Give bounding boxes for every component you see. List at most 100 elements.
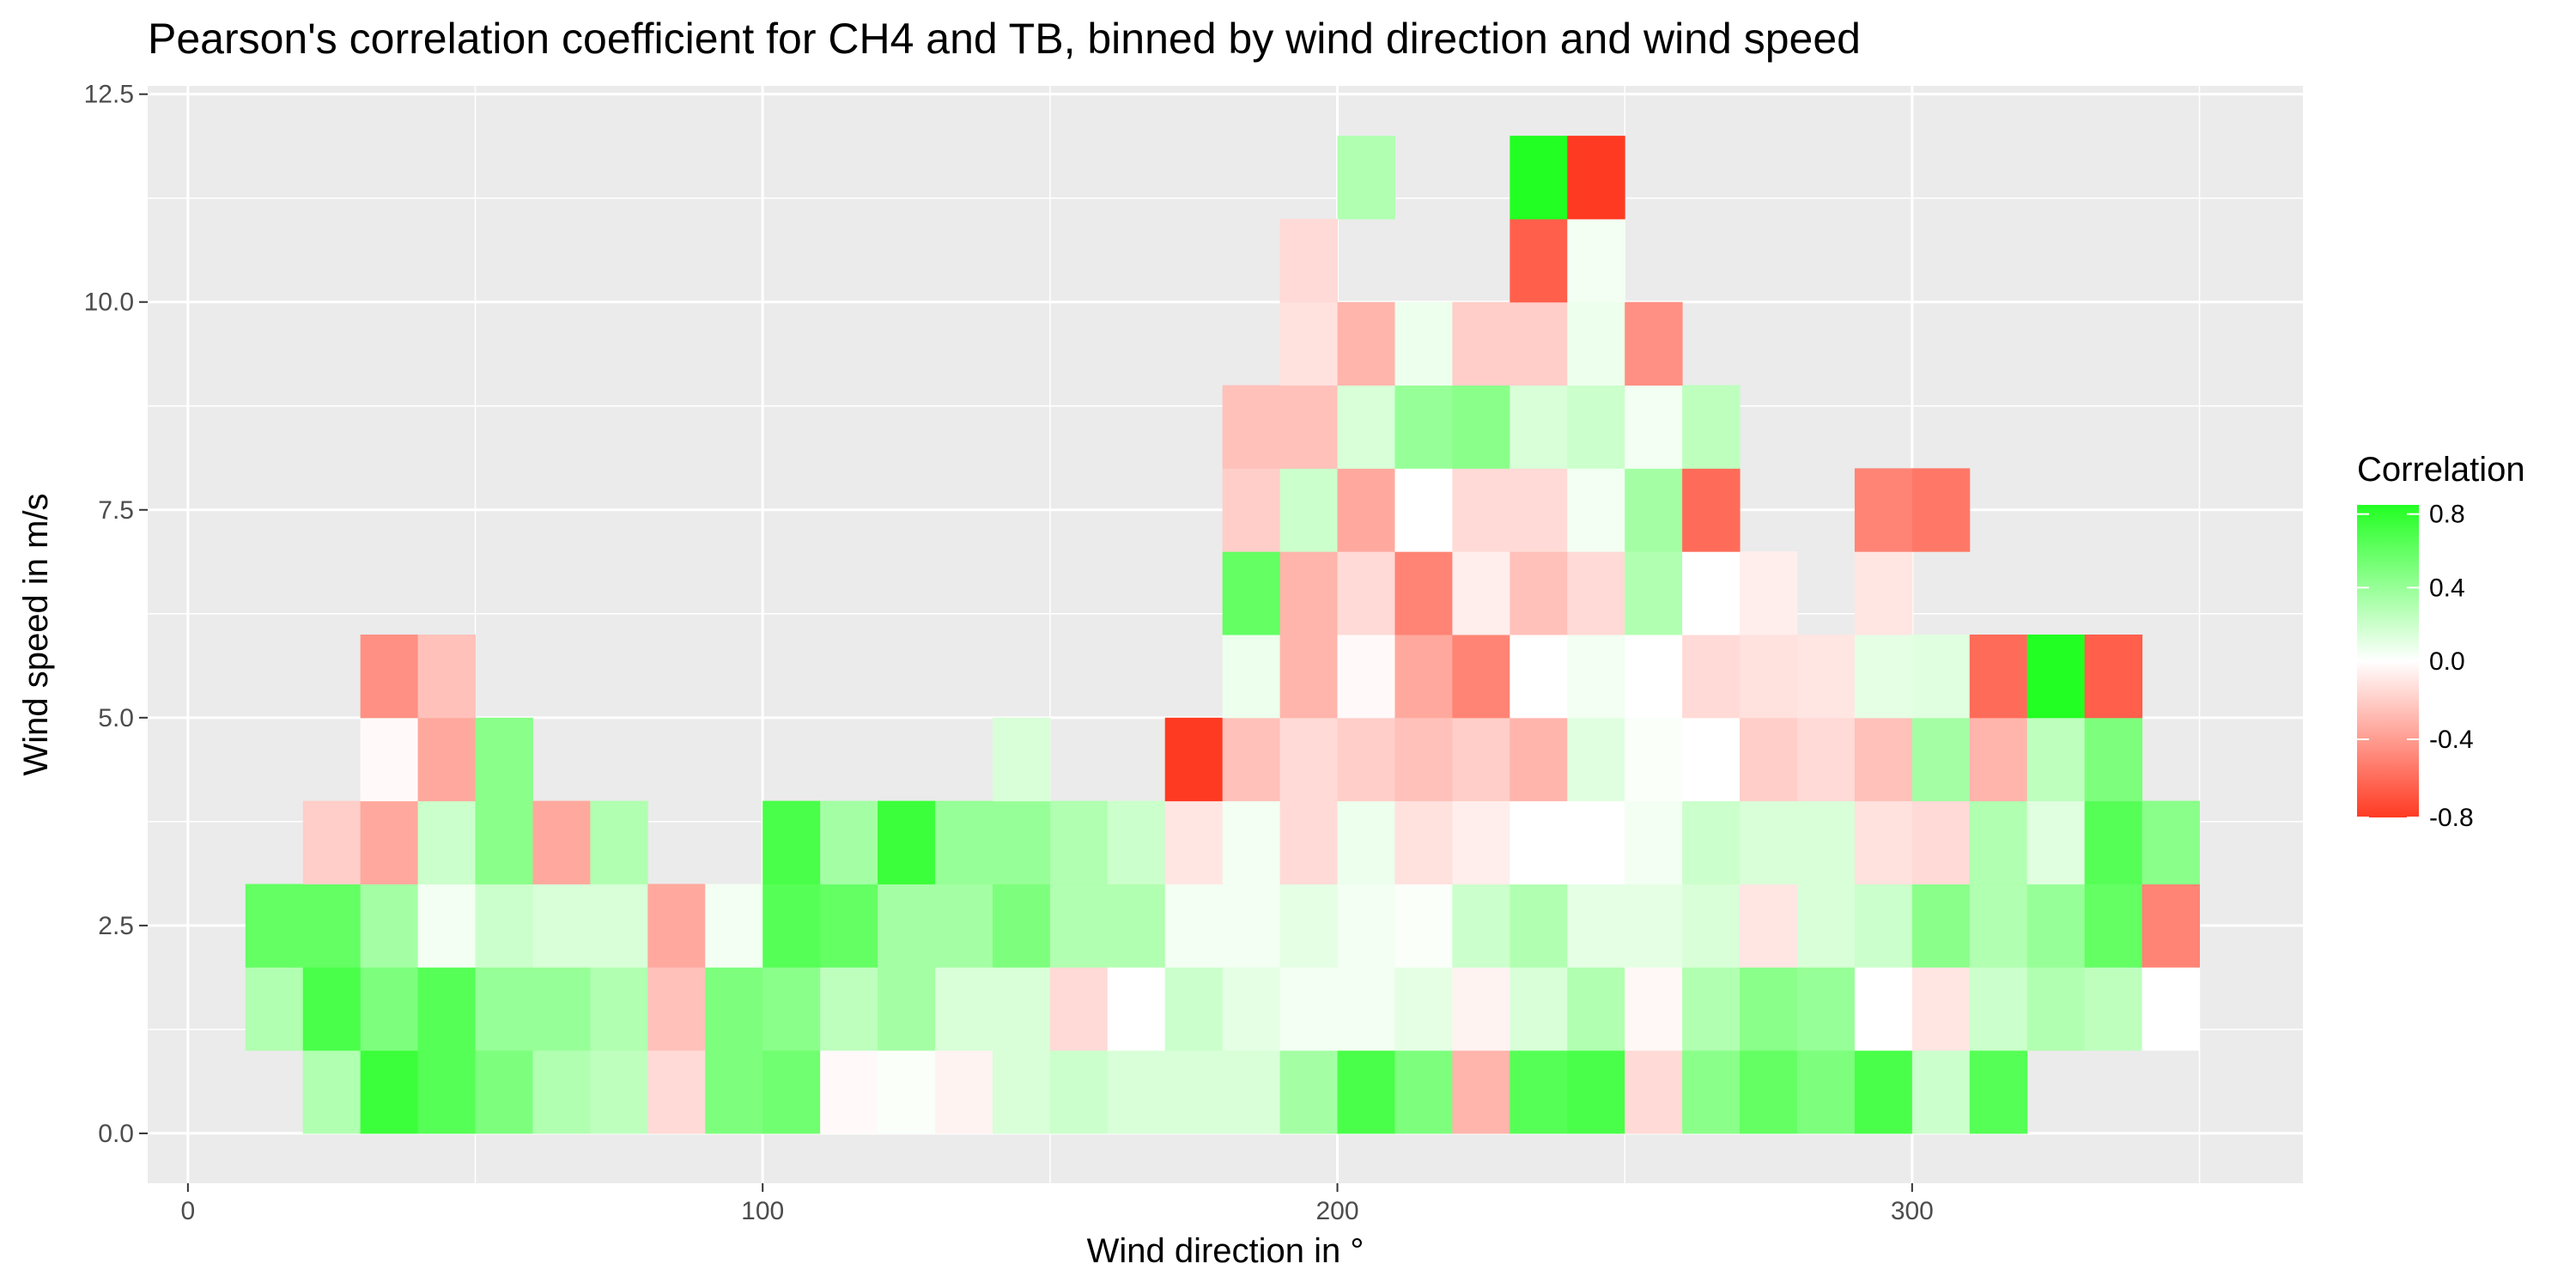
x-axis-title: Wind direction in ° bbox=[1087, 1232, 1364, 1270]
heatmap-cell bbox=[1567, 635, 1625, 719]
heatmap-cell bbox=[1337, 385, 1395, 469]
heatmap-cell bbox=[1969, 1050, 2028, 1134]
legend-title: Correlation bbox=[2357, 451, 2525, 489]
heatmap-cell bbox=[2084, 967, 2143, 1051]
heatmap-cell bbox=[1854, 1050, 1913, 1134]
heatmap-cell bbox=[475, 967, 533, 1051]
heatmap-cell bbox=[590, 800, 648, 884]
heatmap-cell bbox=[1911, 967, 1971, 1051]
heatmap-cell bbox=[1337, 967, 1395, 1051]
heatmap-cell bbox=[1222, 385, 1281, 469]
heatmap-cell bbox=[1796, 717, 1856, 802]
heatmap-cell bbox=[417, 635, 477, 719]
heatmap-cell bbox=[2026, 800, 2086, 884]
heatmap-cell bbox=[1452, 717, 1510, 802]
heatmap-cell bbox=[1452, 551, 1510, 635]
heatmap-cell bbox=[1682, 385, 1741, 469]
heatmap-cell bbox=[1911, 717, 1971, 802]
heatmap-cell bbox=[1682, 1050, 1741, 1134]
heatmap-cell bbox=[1452, 301, 1510, 386]
heatmap-cell bbox=[2026, 967, 2086, 1051]
heatmap-cell bbox=[1911, 800, 1971, 884]
heatmap-cell bbox=[1279, 635, 1339, 719]
heatmap-cell bbox=[1279, 301, 1339, 386]
heatmap-cell bbox=[245, 967, 304, 1051]
heatmap-cell bbox=[1164, 800, 1224, 884]
x-tick-label: 300 bbox=[1891, 1197, 1934, 1225]
heatmap-cell bbox=[1796, 1050, 1856, 1134]
heatmap-cell bbox=[1682, 967, 1741, 1051]
heatmap-cell bbox=[1567, 800, 1625, 884]
heatmap-cell bbox=[1394, 717, 1453, 802]
heatmap-cell bbox=[1337, 884, 1395, 968]
heatmap-cell bbox=[1740, 635, 1798, 719]
heatmap-cell bbox=[1567, 301, 1625, 386]
heatmap-cell bbox=[1394, 385, 1453, 469]
heatmap-cell bbox=[2084, 884, 2143, 968]
heatmap-cell bbox=[762, 884, 821, 968]
heatmap-cell bbox=[1625, 884, 1683, 968]
legend-tick-label: 0.0 bbox=[2429, 647, 2465, 676]
heatmap-cell bbox=[1279, 717, 1339, 802]
heatmap-cell bbox=[878, 884, 936, 968]
heatmap-cell bbox=[1854, 635, 1913, 719]
heatmap-cell bbox=[1510, 218, 1568, 303]
heatmap-cell bbox=[1969, 800, 2028, 884]
heatmap-cell bbox=[1394, 551, 1453, 635]
legend-tick-label: 0.8 bbox=[2429, 501, 2465, 529]
heatmap-cell bbox=[1567, 717, 1625, 802]
heatmap-cell bbox=[417, 717, 477, 802]
heatmap-cell bbox=[992, 967, 1051, 1051]
x-axis-ticks: 0 100 200 300 bbox=[181, 1183, 1934, 1225]
heatmap-cell bbox=[1164, 967, 1224, 1051]
heatmap-cell bbox=[1107, 1050, 1166, 1134]
heatmap-cell bbox=[1740, 967, 1798, 1051]
heatmap-cell bbox=[1625, 635, 1683, 719]
heatmap-cell bbox=[1854, 884, 1913, 968]
heatmap-cell bbox=[1510, 635, 1568, 719]
heatmap-cell bbox=[475, 717, 533, 802]
heatmap-cell bbox=[475, 800, 533, 884]
y-tick-label: 12.5 bbox=[84, 81, 134, 109]
heatmap-cell bbox=[934, 884, 993, 968]
heatmap-cell bbox=[1279, 884, 1339, 968]
heatmap-cell bbox=[1049, 800, 1109, 884]
heatmap-cell bbox=[705, 1050, 763, 1134]
heatmap-cell bbox=[1337, 1050, 1395, 1134]
heatmap-cell bbox=[1394, 468, 1453, 552]
heatmap-cell bbox=[992, 1050, 1051, 1134]
heatmap-cell bbox=[878, 967, 936, 1051]
heatmap-cell bbox=[1969, 967, 2028, 1051]
heatmap-cell bbox=[1796, 967, 1856, 1051]
heatmap-cell bbox=[1279, 551, 1339, 635]
heatmap-cell bbox=[1911, 468, 1971, 552]
heatmap-cell bbox=[1854, 468, 1913, 552]
heatmap-cell bbox=[1625, 800, 1683, 884]
heatmap-cell bbox=[1969, 717, 2028, 802]
heatmap-cell bbox=[1222, 1050, 1281, 1134]
heatmap-cell bbox=[992, 884, 1051, 968]
heatmap-cell bbox=[1049, 1050, 1109, 1134]
y-tick-label: 2.5 bbox=[98, 912, 134, 940]
heatmap-cell bbox=[1510, 468, 1568, 552]
legend-tick-label: -0.8 bbox=[2429, 804, 2474, 832]
heatmap-cell bbox=[1049, 884, 1109, 968]
heatmap-cell bbox=[647, 1050, 706, 1134]
heatmap-cell bbox=[1452, 468, 1510, 552]
heatmap-cell bbox=[2026, 635, 2086, 719]
heatmap-cell bbox=[475, 1050, 533, 1134]
heatmap-cell bbox=[1854, 717, 1913, 802]
heatmap-cell bbox=[2084, 717, 2143, 802]
heatmap-cell bbox=[647, 884, 706, 968]
heatmap-cell bbox=[1452, 1050, 1510, 1134]
heatmap-cell bbox=[1279, 967, 1339, 1051]
heatmap-cell bbox=[1222, 800, 1281, 884]
heatmap-cell bbox=[820, 884, 878, 968]
heatmap-cell bbox=[1394, 967, 1453, 1051]
heatmap-cell bbox=[992, 800, 1051, 884]
heatmap-cell bbox=[1394, 800, 1453, 884]
heatmap-cell bbox=[302, 1050, 361, 1134]
heatmap-cell bbox=[532, 884, 591, 968]
heatmap-cell bbox=[475, 884, 533, 968]
heatmap-cell bbox=[532, 967, 591, 1051]
